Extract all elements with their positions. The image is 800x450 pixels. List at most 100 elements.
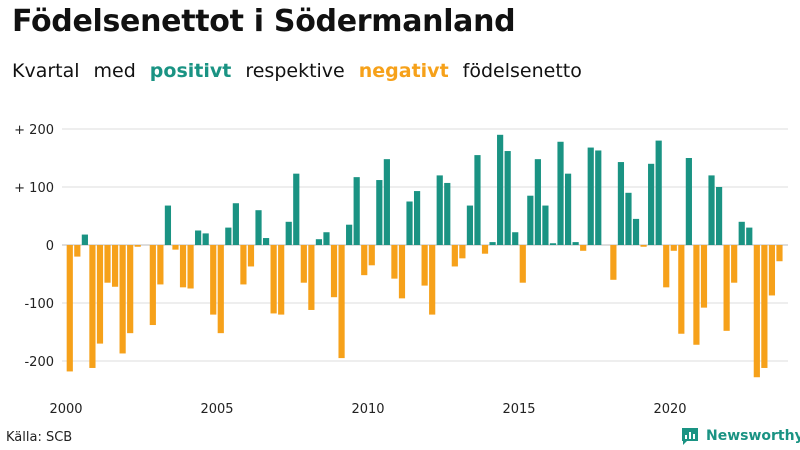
bar [489,242,496,245]
bar [564,173,572,245]
bar [512,232,519,245]
bar [715,187,723,245]
bar [693,245,700,345]
bar [700,245,708,308]
bar [81,234,88,245]
bar [474,155,481,245]
subtitle-suffix: födelsenetto [462,60,582,82]
bar [338,245,345,359]
bar [768,245,776,296]
bar [640,245,647,247]
bar [383,159,390,245]
source-note: Källa: SCB [6,430,73,445]
bar [247,245,255,267]
bar [315,239,323,245]
bar [678,245,685,334]
brand-logo[interactable]: Newsworthy [680,426,800,446]
x-axis: 2000 2005 2010 2015 2020 [49,402,686,417]
bar [557,141,564,245]
bar [670,245,677,251]
legend-negative: negativt [358,60,449,82]
bar [255,210,262,245]
legend-positive: positivt [149,60,232,82]
bar [406,201,413,245]
bar [632,218,640,245]
bar [421,245,428,286]
bar [225,227,232,245]
bar [187,245,194,289]
bar [542,205,549,245]
y-tick-label: 0 [46,239,54,254]
bar [285,221,292,245]
bar [436,175,443,245]
bar [164,205,172,245]
bar [376,180,383,245]
bar [195,230,202,245]
bar [300,245,307,283]
bar [459,245,466,259]
bar [549,243,557,245]
bar [663,245,670,288]
subtitle-med: med [93,60,136,82]
bar [149,245,156,326]
bar [127,245,134,334]
x-tick-label: 2005 [200,402,233,417]
bar [262,238,270,245]
bar [746,227,753,245]
bar [753,245,760,378]
y-tick-label: + 100 [14,181,54,196]
bar [270,245,277,314]
bar [451,245,458,267]
x-tick-label: 2020 [653,402,686,417]
subtitle-prefix: Kvartal [12,60,80,82]
bar [111,245,119,287]
y-tick-label: -200 [24,355,54,370]
bar [278,245,285,315]
y-tick-label: + 200 [14,123,54,138]
bar [74,245,81,257]
bar [534,159,541,245]
bar [685,158,692,245]
bar [361,245,368,276]
bar [429,245,436,315]
bar [104,245,111,283]
bar [708,175,715,245]
bar [504,151,511,245]
bar [179,245,187,288]
y-tick-label: -100 [24,297,54,312]
bar [217,245,224,334]
bar [89,245,96,368]
x-tick-label: 2015 [502,402,535,417]
bar [617,162,625,245]
bar-chart-speech-bubble-icon [682,428,698,445]
bar [497,134,504,245]
bar [66,245,73,372]
bar [466,205,474,245]
bar [761,245,768,368]
bars [66,134,783,378]
x-tick-label: 2010 [351,402,384,417]
bar [595,150,602,245]
bar [655,140,662,245]
chart-subtitle: Kvartal med positivt respektive negativt föde… [12,60,596,82]
bar [776,245,783,262]
bar [240,245,247,285]
bar [413,191,421,245]
bar [119,245,126,354]
chart-title: Födelsenettot i Södermanland [12,4,516,39]
bar [293,173,300,245]
bar [587,147,594,245]
x-tick-label: 2000 [49,402,82,417]
bar [346,224,353,245]
subtitle-respektive: respektive [245,60,345,82]
bar [330,245,338,298]
y-axis: + 200 + 100 0 -100 -200 [14,123,54,370]
bar [580,245,587,251]
bar [391,245,398,279]
bar [610,245,617,280]
bar [134,245,141,247]
bar [157,245,164,285]
bar [202,233,209,245]
bar [723,245,730,331]
